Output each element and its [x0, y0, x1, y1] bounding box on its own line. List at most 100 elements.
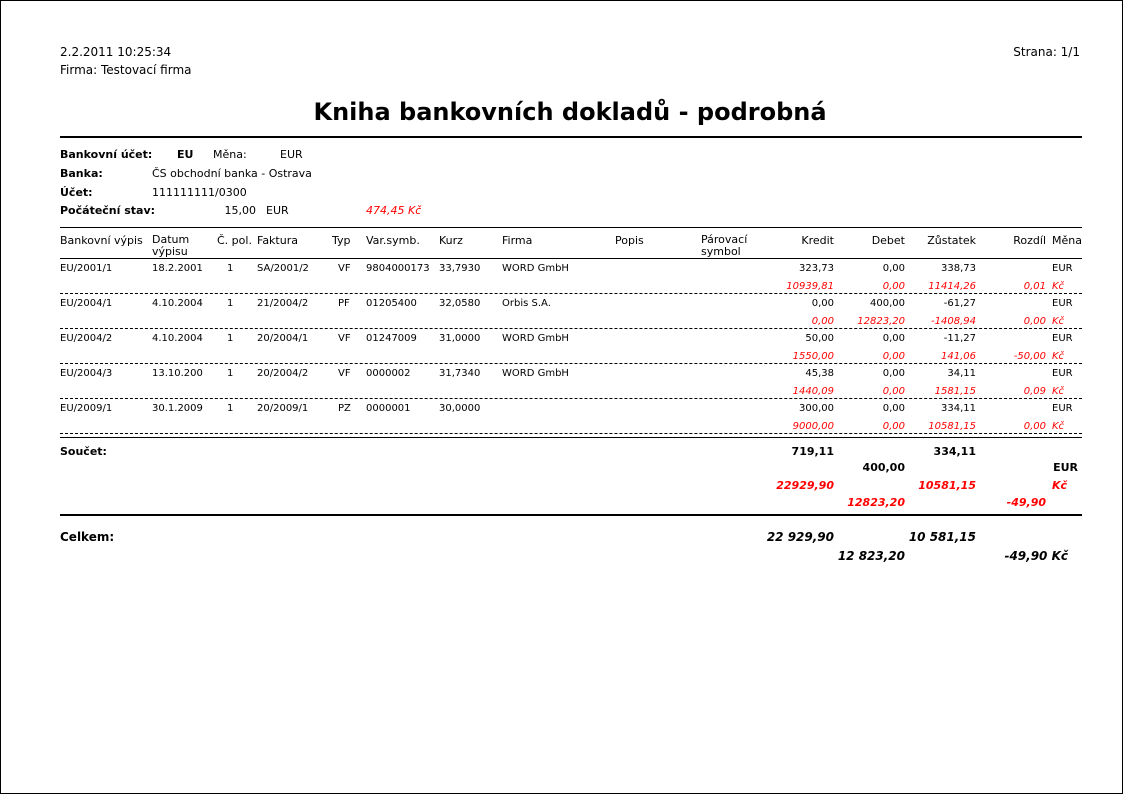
col-kredit: Kredit — [801, 234, 834, 247]
sum-zustatek-czk: 10581,15 — [918, 479, 976, 492]
cell-pol: 1 — [227, 298, 234, 309]
cell-zustatek-czk: 11414,26 — [928, 281, 976, 292]
col-parovaci: Párovací symbol — [701, 233, 748, 258]
cell-pol: 1 — [227, 263, 234, 274]
cell-typ: PZ — [338, 403, 351, 414]
col-typ: Typ — [332, 234, 351, 247]
row-divider — [60, 398, 1082, 399]
cell-pol: 1 — [227, 333, 234, 344]
col-faktura: Faktura — [257, 234, 298, 247]
initial-balance-value: 15,00 — [224, 204, 257, 217]
account-number-label: Účet: — [60, 186, 93, 199]
cell-mena: EUR — [1052, 403, 1073, 414]
sum-zustatek: 334,11 — [933, 445, 976, 458]
cell-zustatek-czk: 141,06 — [941, 351, 976, 362]
cell-var: 01205400 — [366, 298, 417, 309]
col-var: Var.symb. — [366, 234, 420, 247]
bank-value: ČS obchodní banka - Ostrava — [152, 167, 312, 180]
cell-debet-czk: 12823,20 — [857, 316, 905, 327]
page-number: Strana: 1/1 — [1013, 45, 1080, 59]
cell-debet-czk: 0,00 — [882, 421, 905, 432]
cell-kredit: 323,73 — [799, 263, 834, 274]
cell-debet: 400,00 — [870, 298, 905, 309]
cell-mena: EUR — [1052, 298, 1073, 309]
sum-mena: EUR — [1053, 461, 1078, 474]
total-rozdil: -49,90 Kč — [1004, 549, 1068, 563]
cell-zustatek: 334,11 — [941, 403, 976, 414]
cell-firma: WORD GmbH — [502, 263, 569, 274]
cell-firma: WORD GmbH — [502, 333, 569, 344]
sum-mena-czk: Kč — [1052, 479, 1068, 492]
cell-vypis: EU/2004/1 — [60, 298, 113, 309]
cell-typ: PF — [338, 298, 350, 309]
cell-var: 0000001 — [366, 403, 411, 414]
cell-debet: 0,00 — [882, 403, 905, 414]
cell-typ: VF — [338, 263, 351, 274]
cell-firma: Orbis S.A. — [502, 298, 551, 309]
cell-firma: WORD GmbH — [502, 368, 569, 379]
col-pol: Č. pol. — [217, 234, 252, 247]
row-divider — [60, 433, 1082, 434]
cell-debet-czk: 0,00 — [882, 351, 905, 362]
cell-var: 01247009 — [366, 333, 417, 344]
cell-kurz: 32,0580 — [439, 298, 481, 309]
currency-label: Měna: — [213, 148, 247, 161]
cell-datum: 4.10.2004 — [152, 333, 203, 344]
cell-kurz: 31,7340 — [439, 368, 481, 379]
col-vypis: Bankovní výpis — [60, 234, 143, 247]
cell-kredit-czk: 9000,00 — [792, 421, 834, 432]
col-rozdil: Rozdíl — [1013, 234, 1046, 247]
cell-zustatek-czk: 1581,15 — [934, 386, 976, 397]
divider — [60, 258, 1082, 259]
cell-kredit: 300,00 — [799, 403, 834, 414]
cell-kredit-czk: 0,00 — [811, 316, 834, 327]
cell-vypis: EU/2004/2 — [60, 333, 113, 344]
currency-value: EUR — [280, 148, 303, 161]
col-firma: Firma — [502, 234, 533, 247]
bank-account-label: Bankovní účet: — [60, 148, 153, 161]
cell-debet: 0,00 — [882, 333, 905, 344]
row-divider — [60, 328, 1082, 329]
cell-debet: 0,00 — [882, 263, 905, 274]
cell-typ: VF — [338, 368, 351, 379]
total-debet: 12 823,20 — [837, 549, 905, 563]
cell-kredit: 0,00 — [811, 298, 834, 309]
sum-kredit: 719,11 — [791, 445, 834, 458]
cell-rozdil-czk: 0,09 — [1023, 386, 1046, 397]
cell-mena: EUR — [1052, 368, 1073, 379]
cell-vypis: EU/2004/3 — [60, 368, 113, 379]
col-kurz: Kurz — [439, 234, 463, 247]
col-datum: Datum výpisu — [152, 233, 190, 258]
row-divider — [60, 293, 1082, 294]
cell-debet-czk: 0,00 — [882, 281, 905, 292]
cell-faktura: 21/2004/2 — [257, 298, 309, 309]
cell-mena-czk: Kč — [1052, 421, 1065, 432]
cell-faktura: SA/2001/2 — [257, 263, 309, 274]
cell-kredit: 45,38 — [805, 368, 834, 379]
cell-zustatek: -11,27 — [943, 333, 976, 344]
total-kredit: 22 929,90 — [766, 530, 834, 544]
initial-balance-label: Počáteční stav: — [60, 204, 156, 217]
cell-zustatek: 34,11 — [947, 368, 976, 379]
sum-rozdil-czk: -49,90 — [1006, 496, 1046, 509]
bank-account-value: EU — [177, 148, 194, 161]
cell-mena: EUR — [1052, 333, 1073, 344]
cell-debet-czk: 0,00 — [882, 386, 905, 397]
cell-faktura: 20/2004/2 — [257, 368, 309, 379]
cell-mena-czk: Kč — [1052, 316, 1065, 327]
cell-mena-czk: Kč — [1052, 351, 1065, 362]
cell-vypis: EU/2009/1 — [60, 403, 113, 414]
row-divider — [60, 363, 1082, 364]
cell-kurz: 31,0000 — [439, 333, 481, 344]
cell-mena: EUR — [1052, 263, 1073, 274]
divider — [60, 227, 1082, 228]
cell-datum: 4.10.2004 — [152, 298, 203, 309]
col-mena: Měna — [1052, 234, 1082, 247]
company-name: Firma: Testovací firma — [60, 63, 192, 77]
col-popis: Popis — [615, 234, 644, 247]
cell-rozdil-czk: -50,00 — [1013, 351, 1046, 362]
cell-debet: 0,00 — [882, 368, 905, 379]
cell-kredit-czk: 1550,00 — [792, 351, 834, 362]
cell-kredit-czk: 1440,09 — [792, 386, 834, 397]
col-zustatek: Zůstatek — [927, 234, 976, 247]
